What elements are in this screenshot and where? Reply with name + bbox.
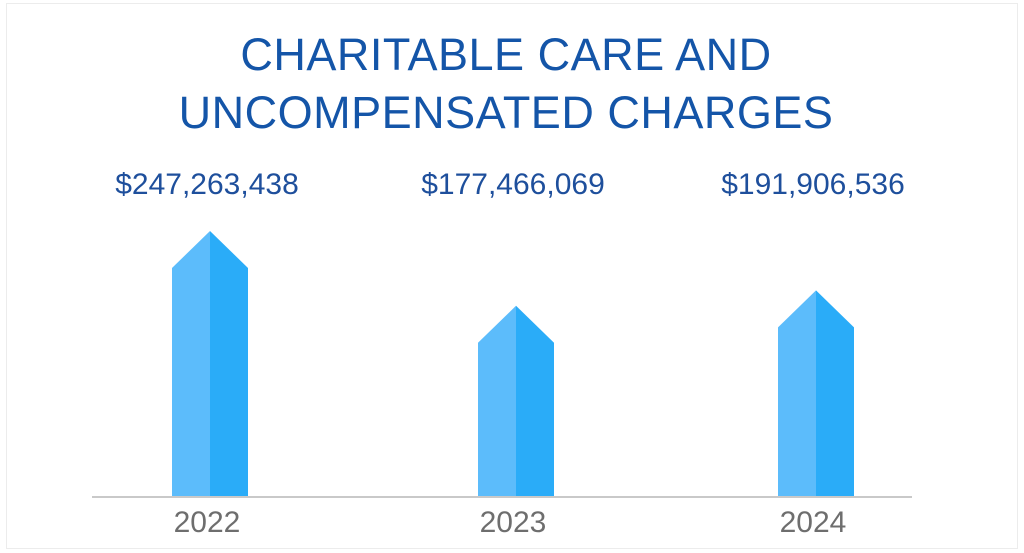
bar-2022-dark-face (210, 231, 248, 496)
chart-title-line-2: UNCOMPENSATED CHARGES (178, 87, 834, 138)
category-label-2022: 2022 (174, 506, 241, 539)
bar-2023-light-face (478, 305, 516, 496)
category-label-2024: 2024 (780, 506, 847, 539)
value-label-2022: $247,263,438 (115, 168, 299, 201)
value-label-2024: $191,906,536 (721, 168, 905, 201)
chart-title: CHARITABLE CARE AND UNCOMPENSATED CHARGE… (0, 26, 1012, 142)
category-label-2023: 2023 (480, 506, 547, 539)
bar-2023-dark-face (516, 305, 554, 496)
chart-frame (6, 3, 1018, 549)
value-label-2023: $177,466,069 (421, 168, 605, 201)
bar-2024-light-face (778, 290, 816, 496)
chart-title-line-1: CHARITABLE CARE AND (240, 29, 772, 80)
bar-2022-light-face (172, 231, 210, 496)
bar-2024-dark-face (816, 290, 854, 496)
